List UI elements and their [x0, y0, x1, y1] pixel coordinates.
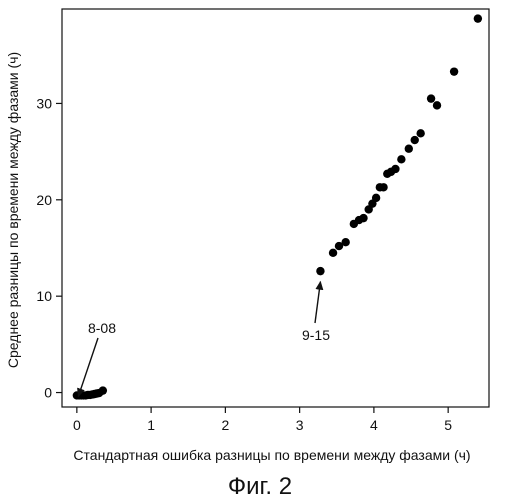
data-point	[397, 155, 405, 163]
data-point	[411, 136, 419, 144]
annotation-label: 9-15	[302, 327, 330, 343]
x-axis-title: Стандартная ошибка разницы по времени ме…	[73, 447, 470, 463]
data-point	[405, 145, 413, 153]
annotations: 8-08 9-15	[78, 282, 330, 397]
x-tick-label: 1	[147, 417, 155, 433]
x-tick-label: 4	[370, 417, 378, 433]
y-tick-label: 10	[36, 288, 52, 304]
x-axis: 0 1 2 3 4 5	[73, 407, 452, 433]
data-point	[316, 267, 324, 275]
data-point	[99, 386, 107, 394]
y-tick-label: 30	[36, 95, 52, 111]
data-point	[427, 94, 435, 102]
plot-frame	[62, 9, 489, 407]
annotation-arrow	[78, 338, 98, 396]
data-point	[372, 194, 380, 202]
y-axis: 0 10 20 30	[36, 95, 62, 400]
data-point	[359, 214, 367, 222]
data-point	[474, 14, 482, 22]
data-point	[433, 101, 441, 109]
data-point	[391, 165, 399, 173]
x-tick-label: 3	[296, 417, 304, 433]
data-point	[450, 67, 458, 75]
y-tick-label: 0	[44, 385, 52, 401]
annotation-arrow	[315, 282, 320, 323]
x-tick-label: 0	[73, 417, 81, 433]
data-point	[341, 238, 349, 246]
y-tick-label: 20	[36, 192, 52, 208]
annotation-label: 8-08	[88, 320, 116, 336]
data-points	[73, 14, 482, 399]
y-axis-title: Среднее разницы по времени между фазами …	[5, 52, 21, 368]
data-point	[329, 249, 337, 257]
data-point	[416, 129, 424, 137]
figure-caption: Фиг. 2	[228, 473, 292, 500]
x-tick-label: 2	[221, 417, 229, 433]
data-point	[379, 183, 387, 191]
x-tick-label: 5	[444, 417, 452, 433]
